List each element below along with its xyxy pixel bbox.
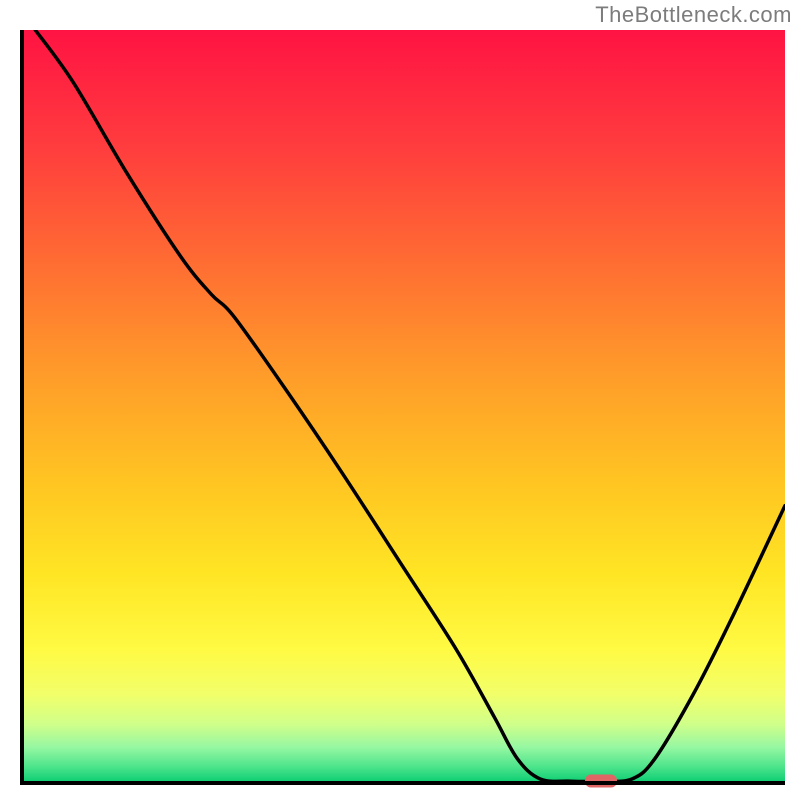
watermark-text: TheBottleneck.com bbox=[595, 2, 792, 28]
gradient-background bbox=[20, 30, 785, 785]
y-axis-line bbox=[20, 30, 24, 785]
gradient-rect bbox=[20, 30, 785, 785]
chart-plot-area bbox=[20, 30, 785, 785]
x-axis-line bbox=[20, 781, 785, 785]
